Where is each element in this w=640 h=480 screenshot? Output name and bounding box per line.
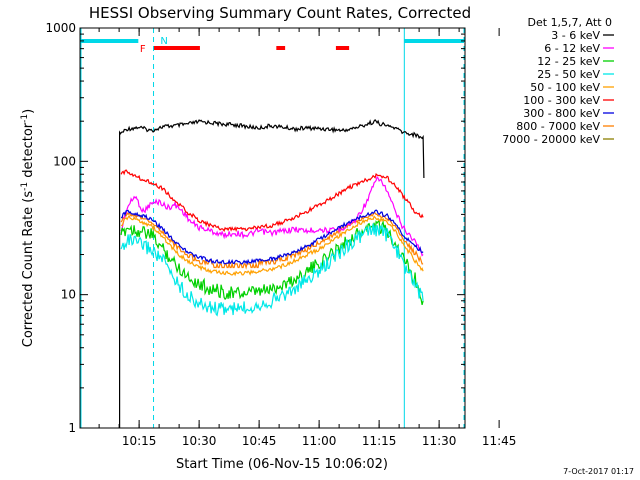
legend-label: 100 - 300 keV — [523, 94, 600, 107]
y-tick-label: 10 — [61, 288, 76, 302]
y-axis-label: Corrected Count Rate (s-1 detector-1) — [20, 109, 36, 347]
x-tick-label: 11:30 — [422, 434, 457, 448]
y-tick-label: 100 — [53, 154, 76, 168]
series-line — [120, 209, 424, 266]
series-line — [121, 214, 424, 277]
x-tick-label: 10:30 — [182, 434, 217, 448]
series-line — [120, 169, 424, 233]
x-tick-label: 11:45 — [482, 434, 517, 448]
legend-header-text: Det 1,5,7, Att 0 — [528, 16, 612, 29]
y-tick-label: 1000 — [45, 21, 76, 35]
series-line — [118, 118, 425, 428]
x-tick-label: 10:45 — [242, 434, 277, 448]
x-tick-label: 10:15 — [122, 434, 157, 448]
legend-label: 6 - 12 keV — [544, 42, 600, 55]
y-axis-label-mid: detector — [21, 122, 36, 182]
legend-label: 12 - 25 keV — [537, 55, 600, 68]
legend-label: 25 - 50 keV — [537, 68, 600, 81]
y-axis-label-main: Corrected Count Rate (s — [21, 191, 36, 348]
plot-frame — [79, 27, 466, 429]
y-tick-label: 1 — [68, 421, 76, 435]
y-axis-label-sup-2: -1 — [20, 114, 30, 123]
x-tick-label: 11:15 — [362, 434, 397, 448]
legend-label: 800 - 7000 keV — [516, 120, 600, 133]
legend-label: 7000 - 20000 keV — [502, 133, 600, 146]
legend-label: 50 - 100 keV — [530, 81, 600, 94]
flag-letter-n: N — [160, 36, 167, 47]
series-line — [120, 175, 424, 257]
y-axis-label-sup-1: -1 — [20, 182, 30, 191]
legend-label: 300 - 800 keV — [523, 107, 600, 120]
series-line — [120, 223, 424, 317]
chart-title: HESSI Observing Summary Count Rates, Cor… — [89, 4, 471, 22]
y-axis-label-end: ) — [21, 109, 36, 114]
legend-label: 3 - 6 keV — [551, 29, 600, 42]
plot-area: NF — [80, 28, 465, 428]
legend-header: Det 1,5,7, Att 0 — [528, 16, 612, 29]
x-tick-label: 11:00 — [302, 434, 337, 448]
axes: 1 10 100 1000 10:15 10:30 10:45 11:00 11:15 11:30… — [45, 21, 516, 448]
x-axis-label: Start Time (06-Nov-15 10:06:02) — [176, 457, 388, 472]
generation-timestamp: 7-Oct-2017 01:17 — [563, 467, 634, 476]
flag-letter-f: F — [140, 44, 146, 55]
